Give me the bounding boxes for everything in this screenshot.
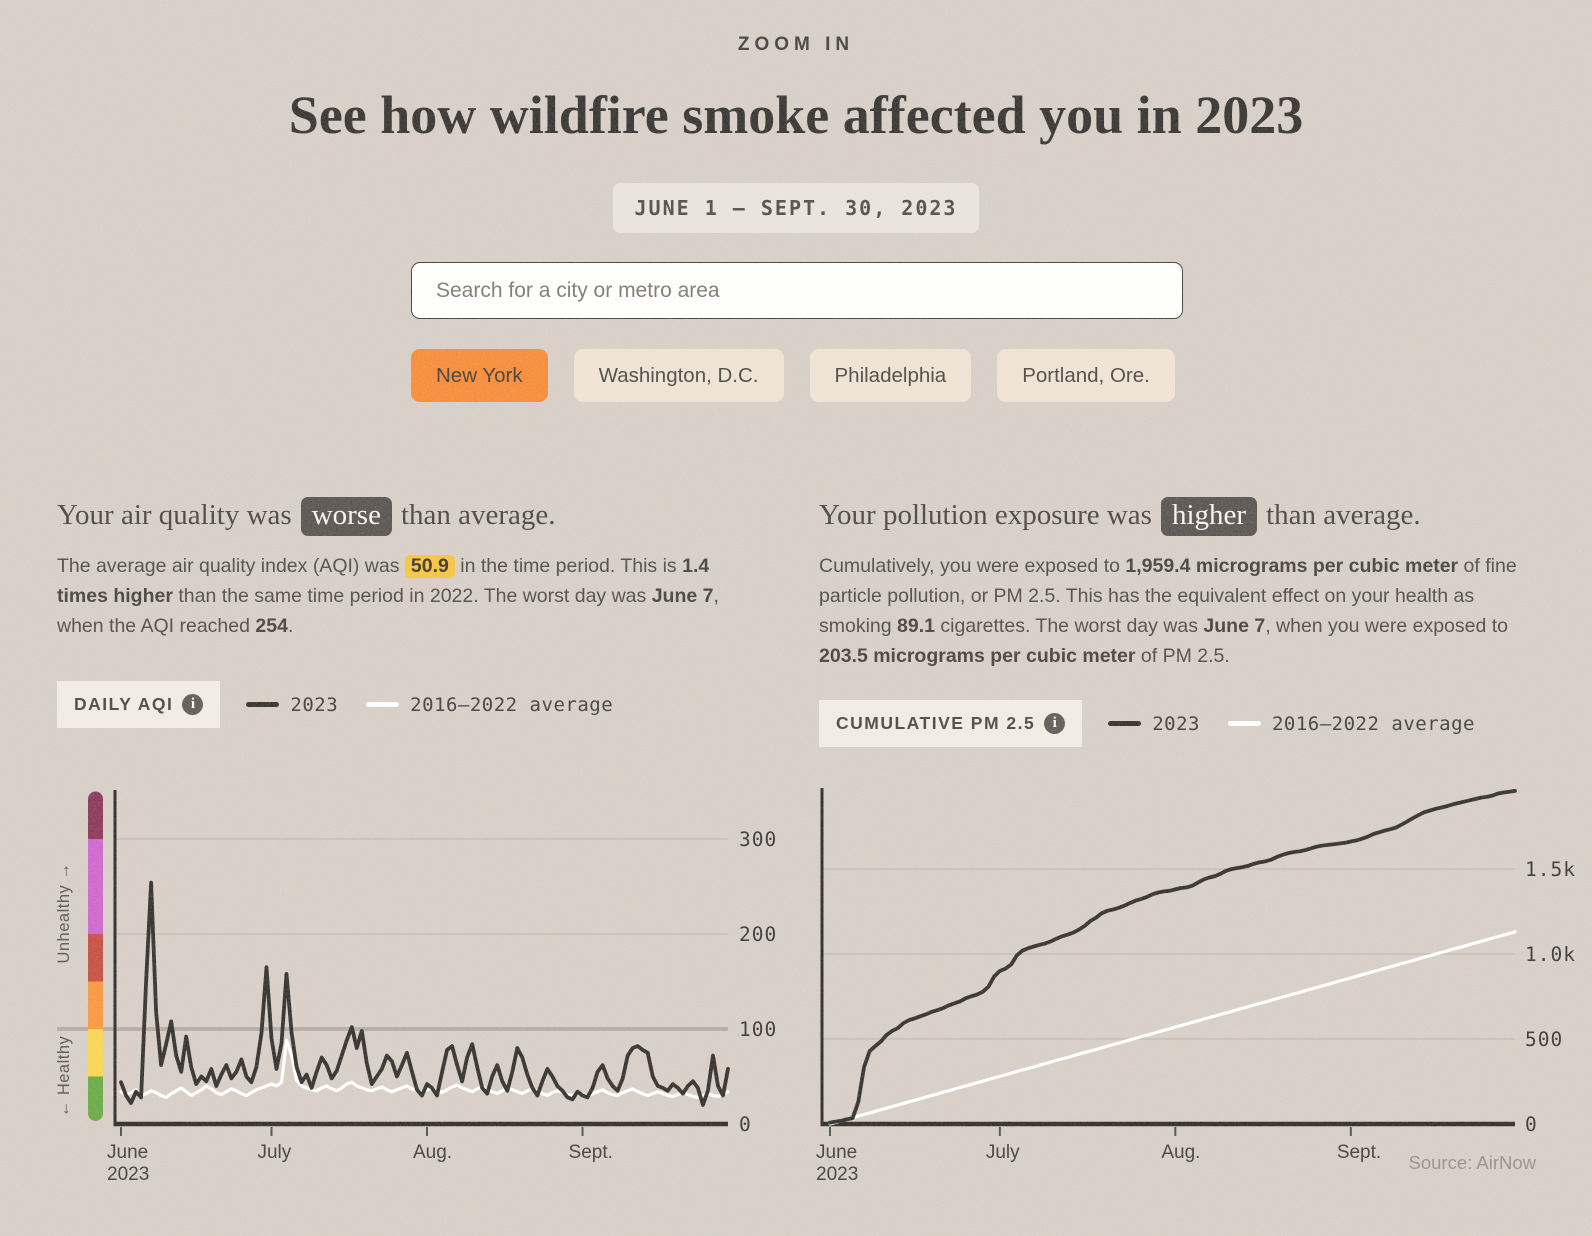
city-chip-washington-dc[interactable]: Washington, D.C. [573,349,784,402]
info-icon[interactable]: i [1044,713,1066,734]
daily-aqi-label-row: DAILY AQI i 2023 2016–2022 average [57,681,613,728]
svg-text:1.5k: 1.5k [1525,858,1576,881]
cumulative-pm25-chart-label: CUMULATIVE PM 2.5 i [819,700,1083,747]
svg-text:Aug.: Aug. [1161,1142,1200,1163]
pollution-paragraph: Cumulatively, you were exposed to 1,959.… [819,555,1517,667]
pollution-headline: Your pollution exposure was higher than av… [819,497,1421,536]
legend-label-2023: 2023 [1152,712,1200,735]
legend-label-average: 2016–2022 average [1271,712,1475,735]
svg-text:July: July [257,1142,291,1163]
pollution-headline-prefix: Your pollution exposure was [819,499,1152,531]
cumulative-pm25-label-row: CUMULATIVE PM 2.5 i 2023 2016–2022 avera… [819,700,1475,747]
air-quality-headline-prefix: Your air quality was [57,499,292,531]
svg-text:200: 200 [739,923,777,946]
svg-text:2023: 2023 [816,1164,858,1185]
svg-text:June: June [107,1142,148,1163]
svg-text:0: 0 [1525,1113,1538,1136]
svg-text:0: 0 [739,1113,752,1136]
daily-aqi-legend: 2023 2016–2022 average [246,694,613,716]
air-quality-paragraph: The average air quality index (AQI) was … [57,555,719,637]
air-quality-headline-highlight: worse [300,497,392,536]
pollution-headline-highlight: higher [1160,497,1258,536]
city-chip-portland[interactable]: Portland, Ore. [997,349,1175,402]
svg-text:500: 500 [1525,1028,1563,1051]
date-range-badge: JUNE 1 — SEPT. 30, 2023 [612,183,980,233]
legend-label-2023: 2023 [290,693,339,716]
svg-text:1.0k: 1.0k [1525,943,1576,966]
svg-text:Sept.: Sept. [569,1142,613,1163]
svg-text:2023: 2023 [107,1164,149,1185]
legend-swatch-2023 [1108,721,1142,726]
svg-text:100: 100 [739,1018,777,1041]
city-chip-philadelphia[interactable]: Philadelphia [809,349,972,402]
legend-swatch-2023 [246,702,280,707]
svg-text:300: 300 [739,828,777,851]
source-credit: Source: AirNow [1408,1152,1537,1173]
svg-text:Sept.: Sept. [1337,1142,1381,1163]
legend-swatch-average [366,702,400,707]
info-icon[interactable]: i [182,694,204,715]
air-quality-headline-suffix: than average. [400,499,556,531]
kicker: ZOOM IN [737,34,855,55]
daily-aqi-chart-label: DAILY AQI i [57,681,221,728]
svg-text:Aug.: Aug. [413,1142,452,1163]
city-chip-new-york[interactable]: New York [411,349,548,402]
legend-label-average: 2016–2022 average [410,693,614,716]
svg-text:← Healthy: ← Healthy [57,1035,73,1117]
pollution-headline-suffix: than average. [1266,499,1421,531]
daily-aqi-chart-label-text: DAILY AQI [74,694,174,714]
date-range-wrap: JUNE 1 — SEPT. 30, 2023 [0,183,1592,233]
search-input[interactable] [411,262,1183,319]
legend-swatch-average [1227,721,1261,726]
cumulative-pm25-legend: 2023 2016–2022 average [1108,713,1475,735]
cumulative-pm25-chart-label-text: CUMULATIVE PM 2.5 [836,713,1036,733]
city-chip-row: New York Washington, D.C. Philadelphia P… [411,349,1175,402]
air-quality-headline: Your air quality was worse than average. [57,497,556,536]
svg-text:Unhealthy →: Unhealthy → [57,863,73,964]
svg-text:July: July [986,1142,1020,1163]
svg-text:June: June [816,1142,857,1163]
page-title: See how wildfire smoke affected you in 2… [288,85,1304,145]
